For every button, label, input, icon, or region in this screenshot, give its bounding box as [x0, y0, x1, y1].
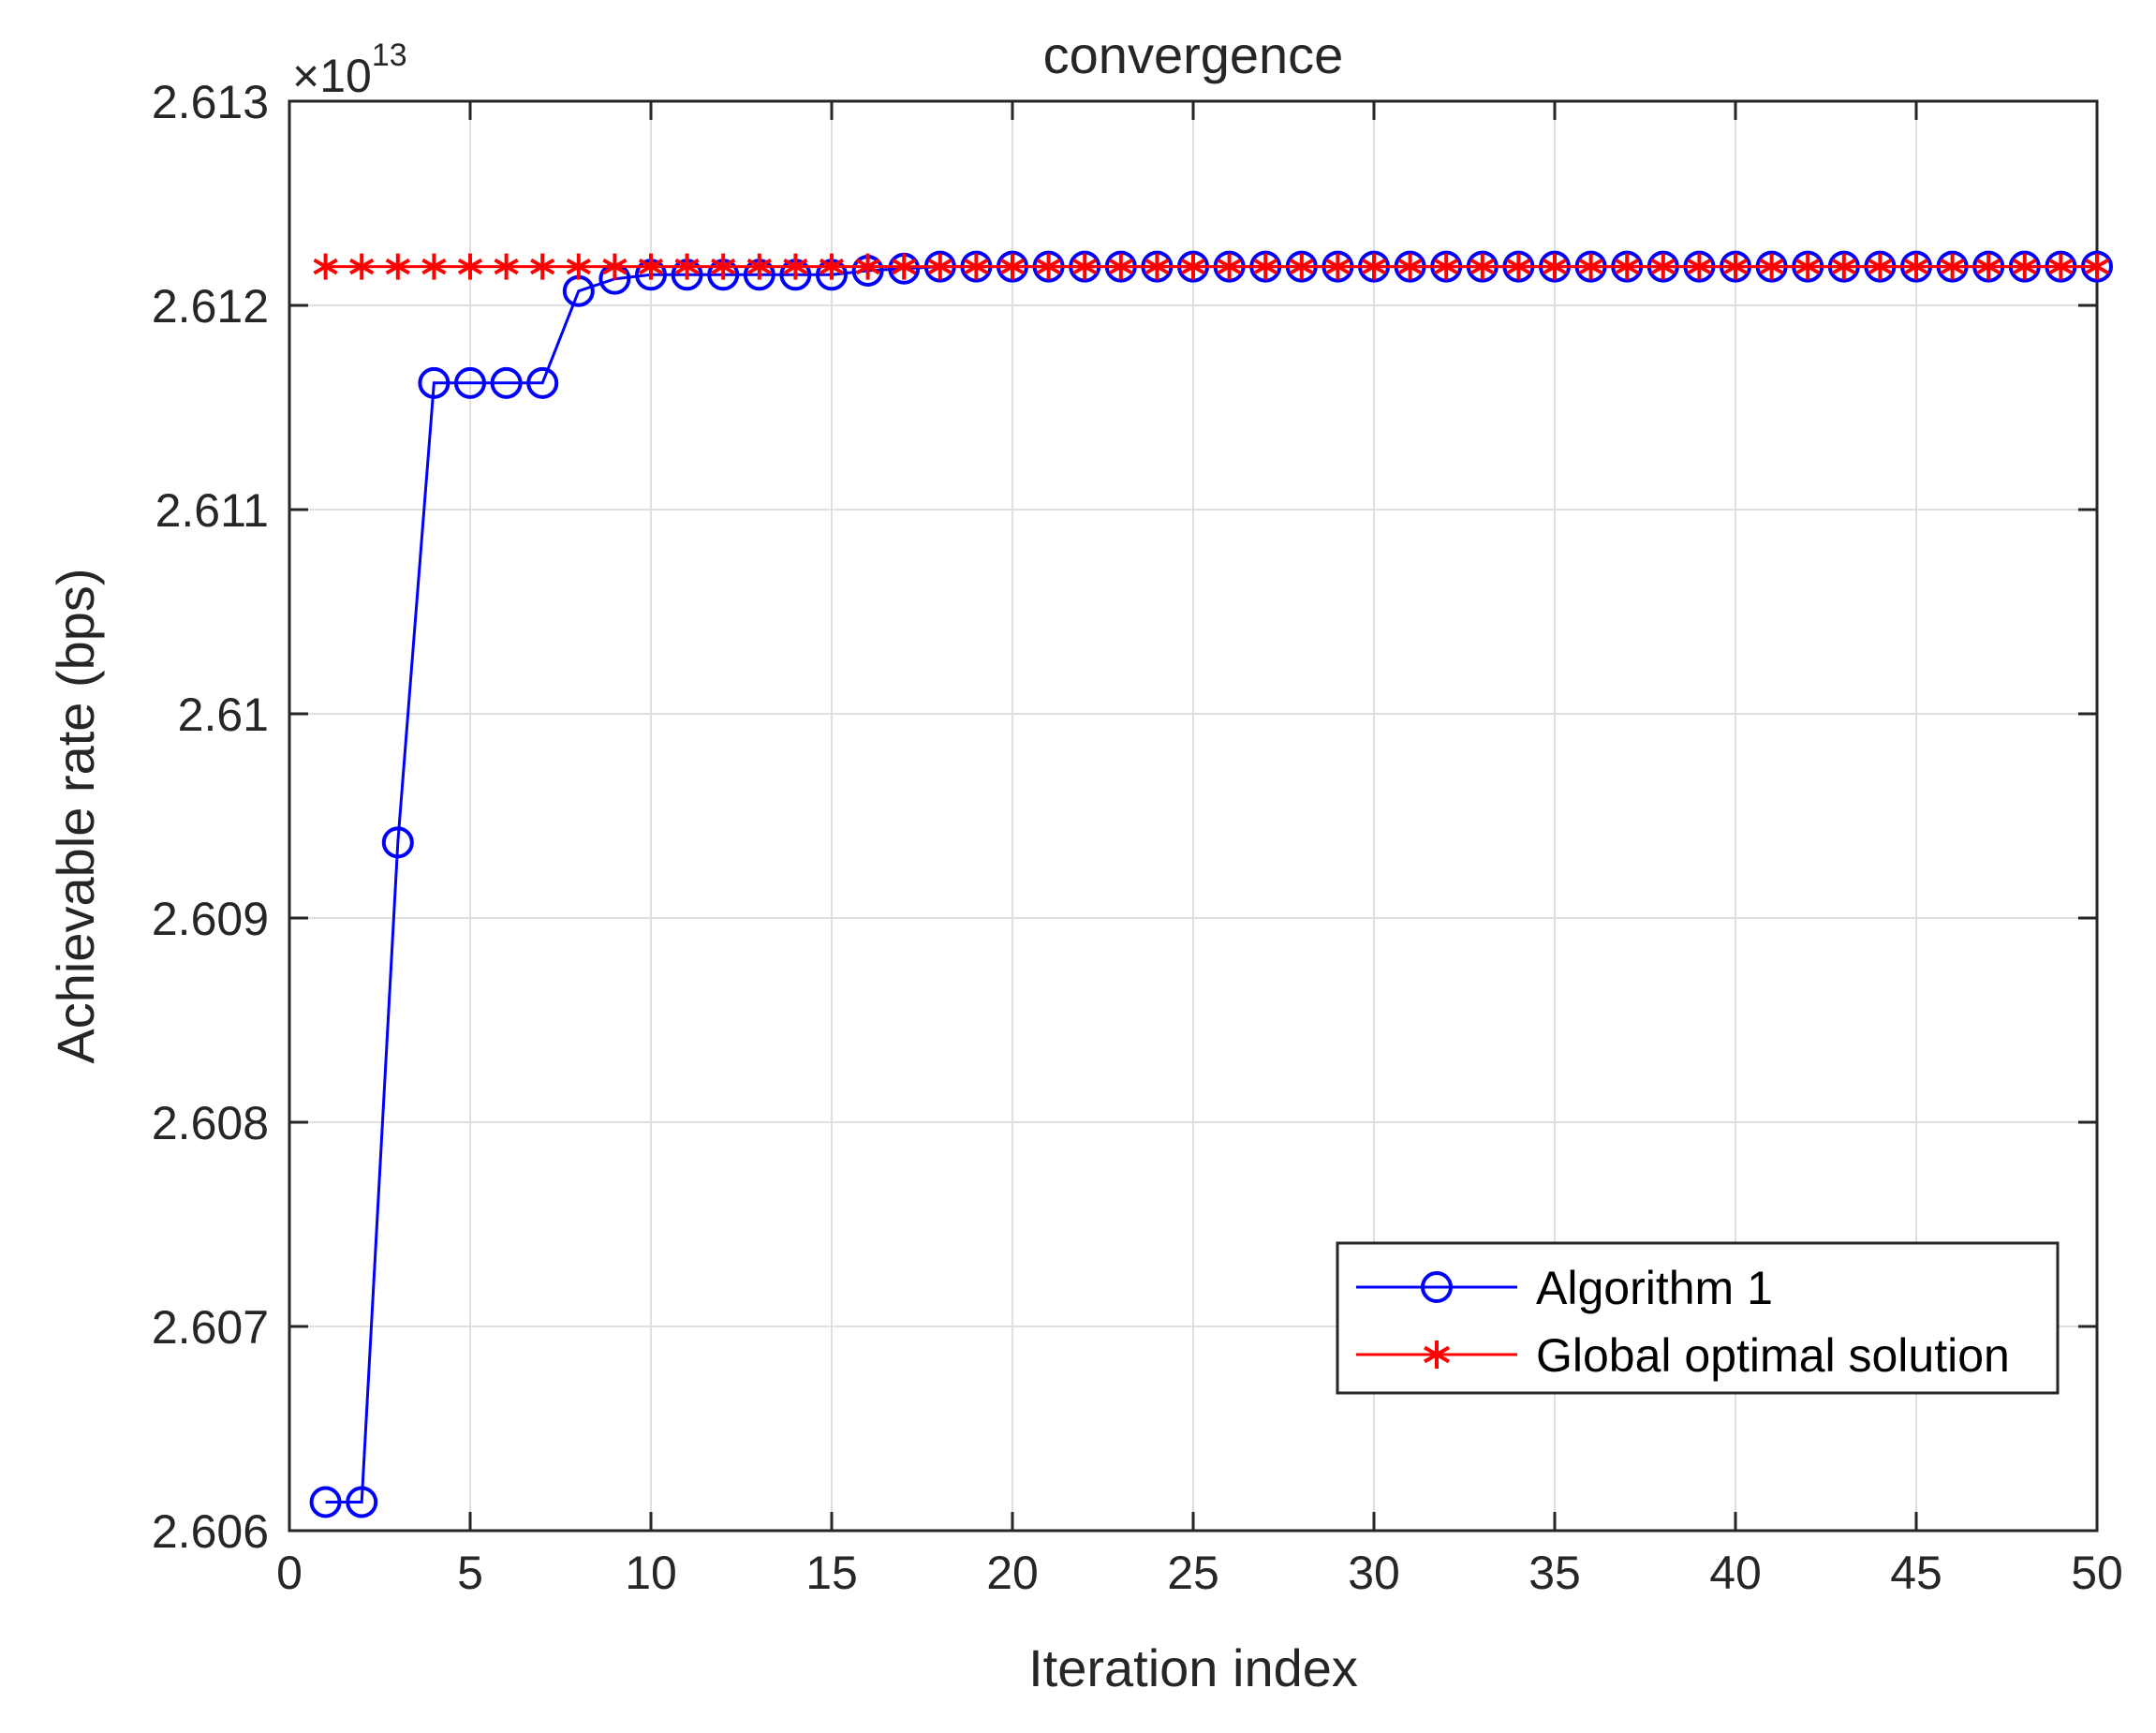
- series-layer: [309, 250, 2113, 1518]
- y-exponent-base: ×10: [292, 50, 372, 102]
- y-tick-label: 2.613: [152, 76, 269, 128]
- data-point-global-optimal-solution: [1759, 253, 1784, 280]
- x-tick-label: 45: [1890, 1547, 1942, 1599]
- data-point-global-optimal-solution: [892, 253, 917, 280]
- y-tick-labels: 2.606 2.607 2.608 2.609 2.61 2.611 2.612 2.613: [152, 76, 269, 1558]
- data-point-global-optimal-solution: [964, 253, 989, 280]
- data-point-global-optimal-solution: [783, 253, 808, 280]
- data-point-global-optimal-solution: [855, 253, 880, 280]
- data-point-global-optimal-solution: [1072, 253, 1098, 280]
- data-point-global-optimal-solution: [566, 253, 591, 280]
- data-point-global-optimal-solution: [457, 253, 483, 280]
- y-tick-label: 2.606: [152, 1505, 269, 1558]
- data-point-global-optimal-solution: [1650, 253, 1676, 280]
- x-tick-labels: 0 5 10 15 20 25 30 35 40 45 50: [276, 1547, 2123, 1599]
- legend-box: [1336, 1241, 2060, 1395]
- data-point-global-optimal-solution: [819, 253, 845, 280]
- y-exponent-power: 13: [372, 37, 407, 73]
- data-point-global-optimal-solution: [421, 253, 447, 280]
- data-point-global-optimal-solution: [530, 253, 555, 280]
- data-point-global-optimal-solution: [1722, 253, 1749, 280]
- y-tick-label: 2.608: [152, 1097, 269, 1149]
- data-point-global-optimal-solution: [313, 253, 338, 280]
- data-point-global-optimal-solution: [2084, 253, 2110, 280]
- y-tick-label: 2.611: [155, 484, 269, 537]
- data-point-global-optimal-solution: [1687, 253, 1712, 280]
- data-point-global-optimal-solution: [999, 253, 1026, 280]
- data-point-global-optimal-solution: [1903, 253, 1929, 280]
- data-point-global-optimal-solution: [746, 253, 772, 280]
- data-point-global-optimal-solution: [349, 253, 375, 280]
- series-global-optimal-solution: [313, 253, 2110, 280]
- legend-label-global-optimal: Global optimal solution: [1536, 1329, 2010, 1382]
- x-tick-label: 40: [1709, 1547, 1762, 1599]
- x-axis-title: Iteration index: [1028, 1638, 1358, 1697]
- chart-title: convergence: [1043, 25, 1344, 84]
- data-point-global-optimal-solution: [1795, 253, 1821, 280]
- x-tick-label: 25: [1167, 1547, 1219, 1599]
- data-point-global-optimal-solution: [1144, 253, 1170, 280]
- data-point-algorithm-1: [346, 1486, 378, 1518]
- y-exponent-label: ×1013: [292, 37, 407, 102]
- data-point-global-optimal-solution: [494, 253, 519, 280]
- y-axis-title: Achievable rate (bps): [46, 568, 105, 1063]
- data-point-global-optimal-solution: [2012, 253, 2037, 280]
- data-point-global-optimal-solution: [1036, 253, 1061, 280]
- data-point-algorithm-1: [454, 366, 486, 399]
- data-point-global-optimal-solution: [1469, 253, 1495, 280]
- data-point-global-optimal-solution: [1289, 253, 1314, 280]
- data-point-algorithm-1: [490, 366, 523, 399]
- legend-marker-algorithm-1: [1421, 1271, 1453, 1303]
- data-point-algorithm-1: [309, 1486, 342, 1518]
- data-point-global-optimal-solution: [1868, 253, 1893, 280]
- data-point-global-optimal-solution: [385, 253, 410, 280]
- x-tick-label: 15: [805, 1547, 858, 1599]
- data-point-global-optimal-solution: [1253, 253, 1278, 280]
- data-point-global-optimal-solution: [711, 253, 736, 280]
- data-point-global-optimal-solution: [1615, 253, 1640, 280]
- data-point-global-optimal-solution: [927, 253, 952, 280]
- y-tick-label: 2.61: [178, 689, 269, 741]
- data-point-global-optimal-solution: [2048, 253, 2074, 280]
- y-tick-label: 2.607: [152, 1301, 269, 1354]
- data-point-global-optimal-solution: [638, 253, 664, 280]
- data-point-global-optimal-solution: [1506, 253, 1531, 280]
- legend-label-algorithm-1: Algorithm 1: [1536, 1262, 1773, 1314]
- data-point-global-optimal-solution: [1108, 253, 1133, 280]
- x-tick-label: 30: [1348, 1547, 1400, 1599]
- data-point-global-optimal-solution: [1831, 253, 1856, 280]
- data-point-algorithm-1: [381, 826, 414, 859]
- x-tick-label: 50: [2071, 1547, 2123, 1599]
- x-tick-label: 35: [1528, 1547, 1581, 1599]
- data-point-global-optimal-solution: [1940, 253, 1965, 280]
- data-point-global-optimal-solution: [1397, 253, 1423, 280]
- data-point-global-optimal-solution: [1180, 253, 1206, 280]
- x-tick-label: 0: [276, 1547, 303, 1599]
- data-point-algorithm-1: [526, 366, 559, 399]
- data-point-global-optimal-solution: [1325, 253, 1351, 280]
- data-point-global-optimal-solution: [1542, 253, 1568, 280]
- y-tick-label: 2.612: [152, 280, 269, 333]
- plot-frame: [288, 99, 2099, 1533]
- data-point-global-optimal-solution: [674, 253, 700, 280]
- x-tick-label: 20: [986, 1547, 1039, 1599]
- legend: Algorithm 1 Global optimal solution: [1336, 1241, 2060, 1395]
- data-point-global-optimal-solution: [1217, 253, 1242, 280]
- legend-marker-global-optimal: [1424, 1340, 1450, 1369]
- data-point-algorithm-1: [418, 366, 450, 399]
- data-point-global-optimal-solution: [1578, 253, 1603, 280]
- data-point-global-optimal-solution: [1361, 253, 1387, 280]
- x-tick-label: 10: [625, 1547, 677, 1599]
- data-point-global-optimal-solution: [1976, 253, 2001, 280]
- data-point-global-optimal-solution: [602, 253, 628, 280]
- x-tick-label: 5: [457, 1547, 483, 1599]
- y-tick-label: 2.609: [152, 893, 269, 945]
- data-point-global-optimal-solution: [1434, 253, 1459, 280]
